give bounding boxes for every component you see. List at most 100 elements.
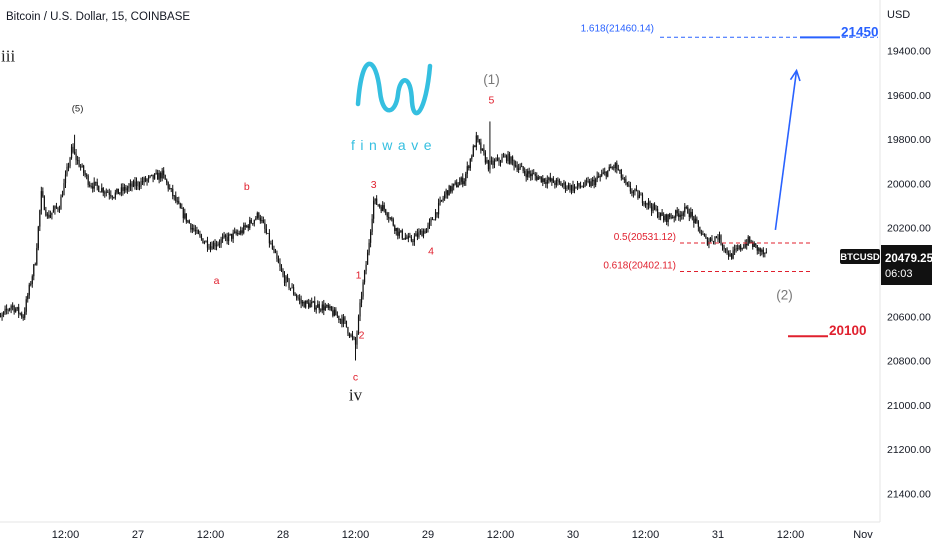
candle-body — [105, 191, 107, 193]
candle-body — [363, 270, 366, 283]
candle-body — [146, 179, 148, 182]
arrow-head-icon — [789, 68, 801, 82]
candle-body — [75, 153, 77, 161]
candle-body — [634, 189, 636, 192]
price-targets: 21450 20100 — [788, 24, 879, 338]
candle-body — [735, 248, 737, 250]
candle-body — [746, 243, 748, 246]
candle-body — [549, 177, 551, 182]
candle-body — [542, 178, 544, 183]
candle-body — [490, 160, 493, 162]
candle-body — [555, 179, 557, 185]
candle-body — [608, 166, 610, 171]
candle-body — [179, 203, 181, 209]
candle-body — [540, 176, 542, 183]
candle-body — [228, 234, 230, 242]
candle-body — [743, 247, 745, 249]
candle-body — [175, 195, 177, 202]
candle-body — [744, 243, 746, 248]
candle-body — [108, 192, 110, 195]
candle-body — [166, 179, 168, 183]
candle-body — [386, 213, 388, 217]
candle-body — [214, 242, 216, 247]
candle-body — [622, 177, 624, 180]
candle-body — [573, 186, 576, 192]
candle-body — [27, 295, 29, 300]
candle-body — [160, 172, 162, 179]
candle-body — [4, 308, 6, 312]
wave-label: iii — [1, 47, 15, 66]
candle-body — [270, 243, 272, 245]
candle-body — [42, 191, 44, 197]
candle-body — [223, 235, 225, 238]
candle-body — [336, 315, 338, 317]
candle-body — [410, 237, 412, 241]
candle-body — [566, 188, 568, 189]
candle-body — [460, 177, 462, 182]
candle-body — [73, 151, 76, 154]
candle-body — [502, 156, 505, 158]
candle-body — [178, 200, 180, 204]
candle-body — [419, 230, 422, 233]
candle-body — [170, 188, 172, 189]
candle-body — [229, 233, 231, 235]
candle-body — [688, 213, 690, 217]
candle-body — [628, 184, 630, 186]
candle-body — [501, 157, 503, 163]
candle-body — [157, 172, 159, 180]
candle-body — [487, 160, 490, 170]
candle-body — [646, 202, 648, 206]
candle-body — [297, 297, 299, 299]
price-tick-label: 20000.00 — [887, 178, 931, 190]
time-axis[interactable]: 12:00 27 12:00 28 12:00 29 12:00 30 12:00 31 12:00… — [52, 529, 874, 541]
candle-body — [356, 333, 358, 345]
candle-body — [152, 174, 154, 179]
candle-body — [22, 316, 24, 318]
candle-body — [721, 244, 724, 247]
candle-body — [557, 179, 559, 181]
candle-body — [96, 182, 98, 187]
candle-body — [613, 167, 615, 169]
candle-body — [135, 182, 138, 187]
candle-body — [187, 220, 189, 222]
candle-body — [548, 177, 550, 180]
candle-body — [348, 333, 351, 337]
candle-body — [46, 214, 48, 216]
candle-body — [693, 216, 695, 223]
candle-body — [747, 236, 749, 246]
candle-body — [365, 264, 367, 271]
candle-body — [641, 194, 644, 204]
candle-body — [117, 188, 119, 195]
candle-body — [54, 206, 56, 210]
candle-body — [370, 231, 372, 243]
candle-body — [593, 179, 595, 186]
candle-body — [561, 184, 564, 186]
candle-body — [0, 316, 2, 318]
price-tick-label: 20800.00 — [887, 356, 931, 368]
candle-body — [481, 148, 483, 151]
candle-body — [163, 170, 165, 176]
candle-body — [448, 185, 450, 196]
candle-body — [221, 237, 224, 240]
candle-body — [45, 209, 47, 216]
candle-body — [652, 204, 654, 212]
candle-body — [587, 181, 589, 182]
arrow-shaft[interactable] — [774, 70, 798, 231]
candle-body — [212, 242, 215, 250]
candle-body — [572, 185, 574, 192]
candle-body — [510, 156, 512, 164]
candle-body — [563, 182, 565, 185]
candle-body — [681, 214, 683, 216]
candle-body — [231, 233, 233, 239]
candle-body — [537, 177, 539, 180]
time-tick-label: 12:00 — [342, 529, 370, 541]
candle-body — [758, 248, 760, 251]
candle-body — [268, 233, 271, 244]
candle-body — [249, 219, 251, 229]
candle-body — [483, 148, 485, 153]
candle-body — [150, 174, 153, 176]
candle-body — [76, 160, 79, 161]
candle-body — [546, 179, 548, 184]
candle-body — [527, 171, 529, 178]
